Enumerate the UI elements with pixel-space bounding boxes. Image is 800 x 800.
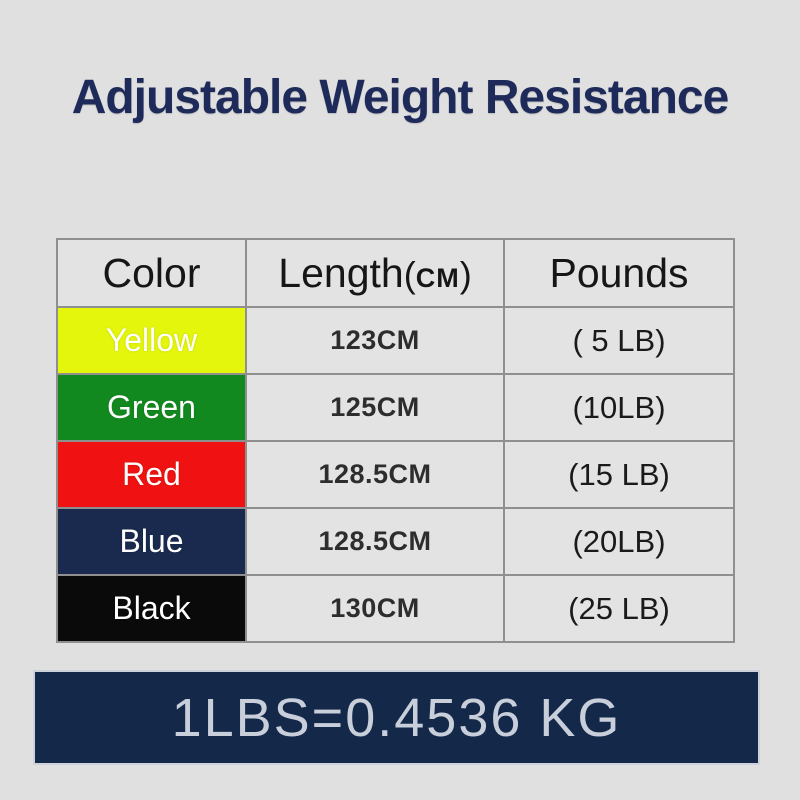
pounds-value: (15 LB) <box>503 440 735 509</box>
table-header-row: Color Length(CM) Pounds <box>56 238 735 308</box>
table-row-yellow: Yellow 123CM ( 5 LB) <box>56 306 735 375</box>
length-value: 123CM <box>245 306 505 375</box>
table-row-green: Green 125CM (10LB) <box>56 373 735 442</box>
column-header-pounds: Pounds <box>503 238 735 308</box>
pounds-value: (25 LB) <box>503 574 735 643</box>
length-value: 128.5CM <box>245 440 505 509</box>
conversion-banner: 1LBS=0.4536 KG <box>33 670 760 765</box>
pounds-value: (10LB) <box>503 373 735 442</box>
length-value: 128.5CM <box>245 507 505 576</box>
page-title: Adjustable Weight Resistance <box>71 71 730 124</box>
color-swatch-black: Black <box>56 574 247 643</box>
length-header-paren-close: ) <box>459 253 472 295</box>
length-value: 125CM <box>245 373 505 442</box>
length-header-label: Length <box>278 249 404 296</box>
pounds-value: (20LB) <box>503 507 735 576</box>
color-swatch-yellow: Yellow <box>56 306 247 375</box>
table-row-blue: Blue 128.5CM (20LB) <box>56 507 735 576</box>
pounds-value: ( 5 LB) <box>503 306 735 375</box>
table-row-red: Red 128.5CM (15 LB) <box>56 440 735 509</box>
column-header-length: Length(CM) <box>245 238 505 308</box>
resistance-spec-table: Color Length(CM) Pounds Yellow 123CM ( 5… <box>56 238 735 643</box>
length-value: 130CM <box>245 574 505 643</box>
length-header-unit: CM <box>415 262 460 293</box>
color-swatch-blue: Blue <box>56 507 247 576</box>
conversion-text: 1LBS=0.4536 KG <box>171 687 622 748</box>
length-header-paren-open: ( <box>403 253 416 295</box>
table-row-black: Black 130CM (25 LB) <box>56 574 735 643</box>
column-header-color: Color <box>56 238 247 308</box>
color-swatch-red: Red <box>56 440 247 509</box>
color-swatch-green: Green <box>56 373 247 442</box>
